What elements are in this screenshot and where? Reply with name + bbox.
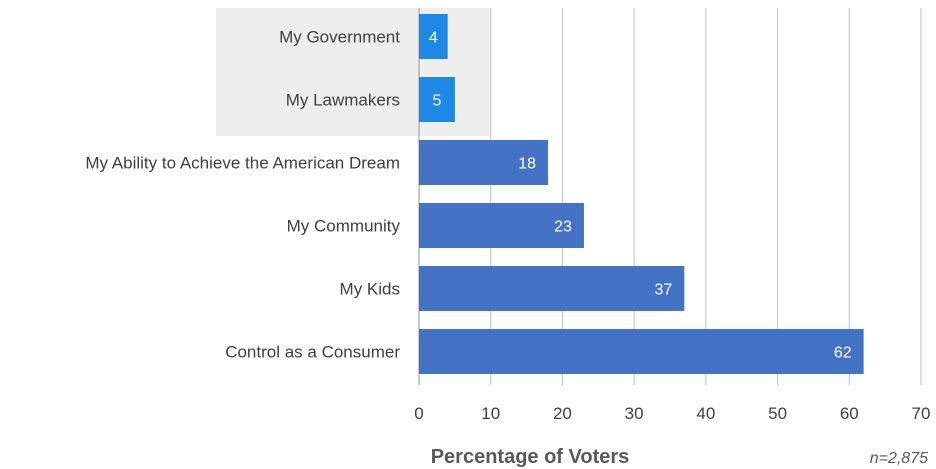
x-tick-label: 60 <box>840 404 859 423</box>
x-tick-label: 20 <box>553 404 572 423</box>
bar <box>419 14 448 59</box>
bar-value-label: 62 <box>834 345 852 362</box>
x-axis-title: Percentage of Voters <box>431 446 630 468</box>
bar-value-label: 37 <box>655 282 673 299</box>
x-tick-label: 0 <box>414 404 423 423</box>
bar <box>419 203 584 248</box>
bar-value-label: 5 <box>432 93 441 110</box>
category-label: My Kids <box>340 280 400 299</box>
category-label: My Lawmakers <box>286 91 400 110</box>
bar <box>419 266 685 311</box>
bar-value-label: 4 <box>429 30 438 47</box>
category-label: My Government <box>279 28 400 47</box>
bar <box>419 77 455 122</box>
bar-value-label: 18 <box>518 156 536 173</box>
x-tick-label: 50 <box>768 404 787 423</box>
bar <box>419 329 864 374</box>
x-tick-label: 30 <box>625 404 644 423</box>
bar-value-label: 23 <box>554 219 572 236</box>
category-label: My Community <box>287 217 401 236</box>
x-tick-label: 70 <box>912 404 931 423</box>
category-label: My Ability to Achieve the American Dream <box>85 154 400 173</box>
bar <box>419 140 549 185</box>
category-label: Control as a Consumer <box>225 343 400 362</box>
sample-size-note: n=2,875 <box>870 450 928 467</box>
x-tick-label: 40 <box>696 404 715 423</box>
x-tick-label: 10 <box>481 404 500 423</box>
